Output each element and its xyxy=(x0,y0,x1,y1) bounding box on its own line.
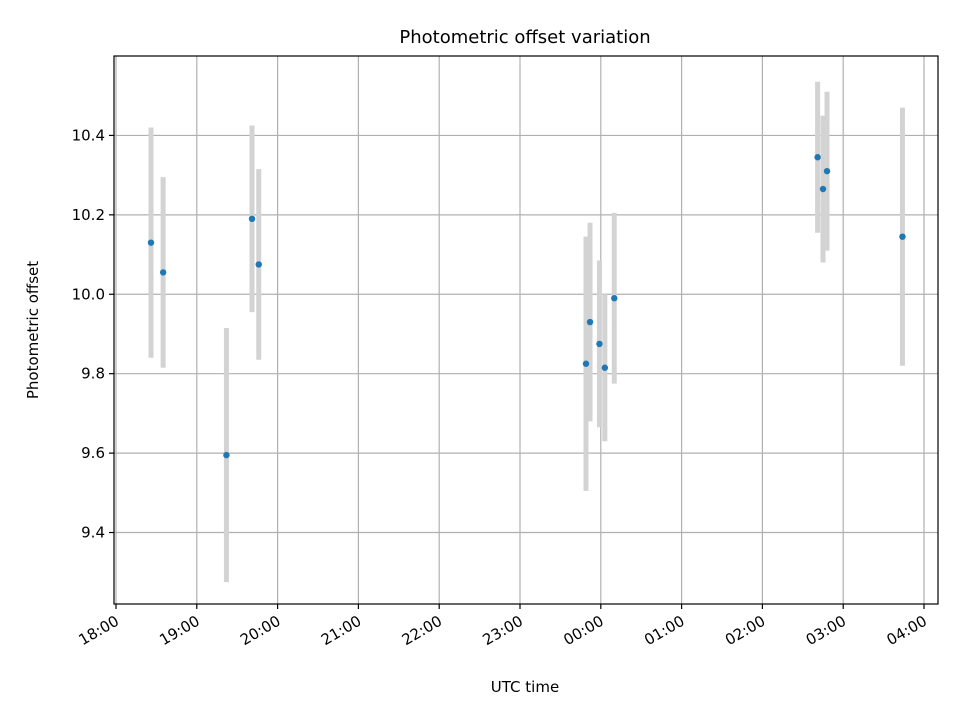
y-axis-label: Photometric offset xyxy=(24,261,42,399)
data-point xyxy=(601,364,609,371)
y-tick-label: 10.4 xyxy=(72,126,105,144)
y-tick-label: 10.2 xyxy=(72,206,105,224)
plot-frame xyxy=(113,55,939,605)
data-point xyxy=(255,261,262,268)
data-point xyxy=(582,360,590,367)
data-point xyxy=(814,154,821,161)
y-tick-label: 9.6 xyxy=(81,444,105,462)
data-point xyxy=(159,269,167,276)
data-point xyxy=(586,318,594,326)
x-axis-label: UTC time xyxy=(491,678,559,696)
data-point xyxy=(823,167,831,175)
data-point xyxy=(611,295,618,302)
y-tick-label: 9.8 xyxy=(81,365,105,383)
data-points xyxy=(147,154,906,459)
data-point xyxy=(248,215,256,223)
y-tick-label: 9.4 xyxy=(81,524,105,542)
y-tick-label: 10.0 xyxy=(72,285,105,303)
data-point xyxy=(596,340,603,348)
data-point xyxy=(147,239,155,246)
data-point xyxy=(223,451,230,459)
chart-title: Photometric offset variation xyxy=(399,27,650,48)
data-point xyxy=(819,185,827,193)
data-point xyxy=(899,233,906,240)
y-axis-ticks: 9.4 9.6 9.8 10.0 10.2 10.4 xyxy=(72,126,114,542)
